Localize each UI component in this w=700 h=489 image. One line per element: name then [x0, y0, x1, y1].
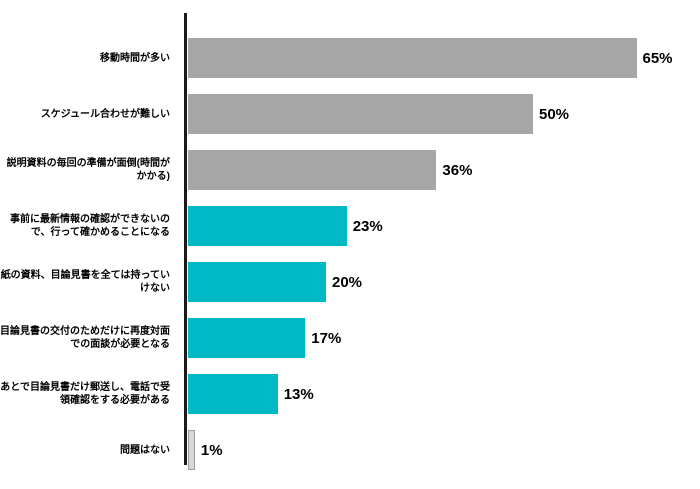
value-label: 1%: [200, 441, 223, 459]
value-label: 13%: [283, 385, 314, 403]
bar: [188, 94, 533, 134]
chart-rows: 移動時間が多い 65% スケジュール合わせが難しい 50% 説明資料の毎回の準備…: [0, 30, 700, 478]
bar-row: 移動時間が多い 65%: [0, 30, 700, 86]
category-label: 紙の資料、目論見書を全ては持っていけない: [0, 270, 170, 294]
value-label: 65%: [642, 49, 673, 67]
category-label: あとで目論見書だけ郵送し、電話で受領確認をする必要がある: [0, 382, 170, 406]
value-label: 50%: [539, 105, 570, 123]
bar-row: 目論見書の交付のためだけに再度対面での面談が必要となる 17%: [0, 310, 700, 366]
bar-row: スケジュール合わせが難しい 50%: [0, 86, 700, 142]
bar: [188, 318, 306, 358]
bar-row: あとで目論見書だけ郵送し、電話で受領確認をする必要がある 13%: [0, 366, 700, 422]
bar: [188, 430, 195, 470]
category-label: 移動時間が多い: [100, 52, 170, 64]
category-label: 事前に最新情報の確認ができないので、行って確かめることになる: [10, 214, 170, 238]
bar-row: 紙の資料、目論見書を全ては持っていけない 20%: [0, 254, 700, 310]
value-label: 20%: [332, 273, 363, 291]
bar: [188, 262, 326, 302]
value-label: 17%: [311, 329, 342, 347]
category-label: 問題はない: [120, 444, 170, 456]
category-label: 説明資料の毎回の準備が面倒(時間がかかる): [6, 158, 170, 182]
bar: [188, 206, 347, 246]
category-label: スケジュール合わせが難しい: [40, 108, 170, 120]
bar-row: 問題はない 1%: [0, 422, 700, 478]
value-label: 23%: [352, 217, 383, 235]
bar: [188, 150, 437, 190]
bar-row: 事前に最新情報の確認ができないので、行って確かめることになる 23%: [0, 198, 700, 254]
bar: [188, 374, 278, 414]
value-label: 36%: [442, 161, 473, 179]
bar: [188, 38, 637, 78]
category-label: 目論見書の交付のためだけに再度対面での面談が必要となる: [0, 326, 170, 350]
y-axis-line: [184, 13, 187, 465]
bar-row: 説明資料の毎回の準備が面倒(時間がかかる) 36%: [0, 142, 700, 198]
